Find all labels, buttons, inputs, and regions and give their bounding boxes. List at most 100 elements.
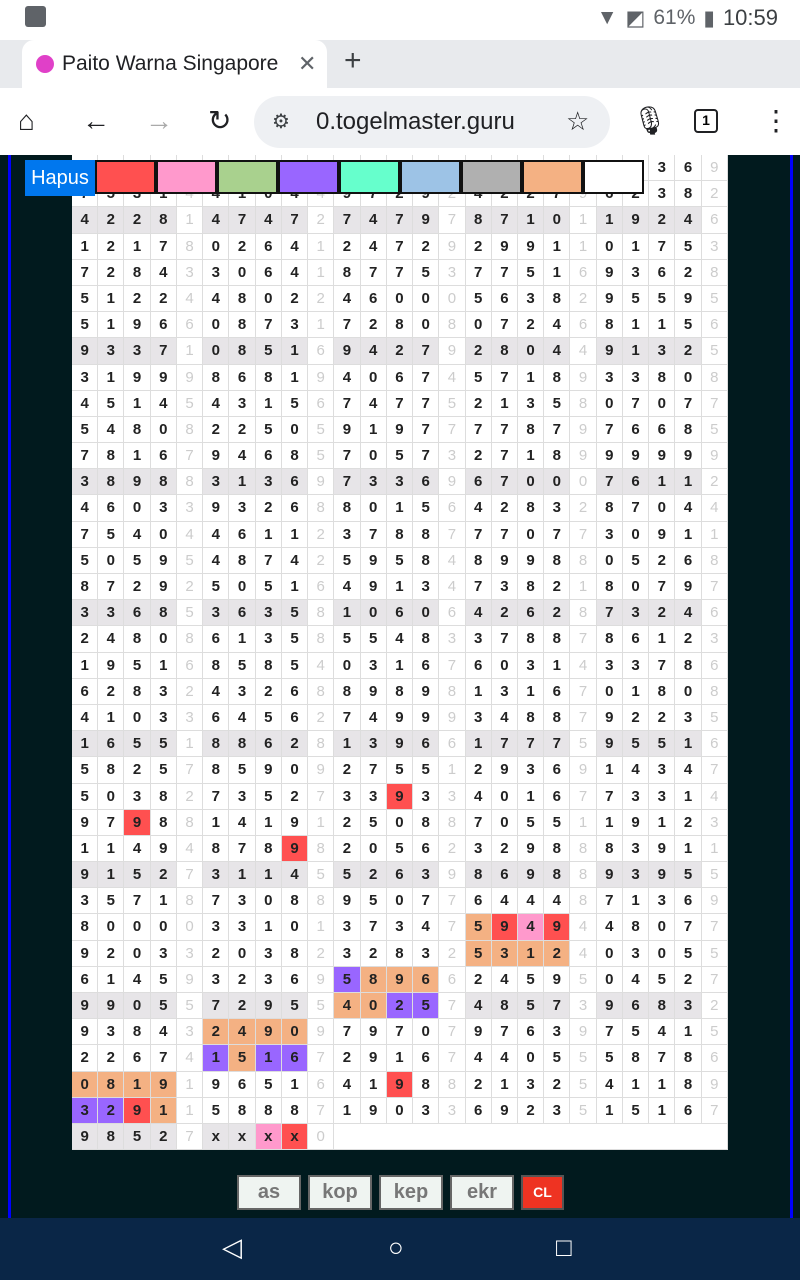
digit-cell[interactable]: 9 [334, 338, 361, 365]
digit-cell[interactable]: 8 [334, 259, 361, 286]
nav-recents-icon[interactable]: □ [556, 1232, 572, 1262]
digit-cell[interactable]: 1 [649, 1071, 676, 1098]
digit-cell[interactable]: 8 [203, 652, 230, 679]
digit-cell[interactable]: 7 [386, 259, 414, 286]
digit-cell[interactable]: 0 [386, 1097, 414, 1124]
digit-cell[interactable]: 3 [544, 495, 571, 522]
digit-cell[interactable]: 8 [124, 259, 151, 286]
digit-cell[interactable]: 0 [98, 914, 125, 941]
digit-cell[interactable]: 6 [544, 678, 571, 705]
digit-cell[interactable]: 3 [649, 757, 676, 784]
digit-cell[interactable]: 0 [124, 495, 151, 522]
digit-cell[interactable]: 9 [596, 338, 623, 365]
digit-cell[interactable]: 5 [150, 993, 177, 1020]
digit-cell[interactable]: 8 [544, 443, 571, 470]
digit-cell[interactable]: 2 [360, 940, 387, 967]
digit-cell[interactable]: 1 [649, 626, 676, 653]
digit-cell[interactable]: 8 [649, 993, 676, 1020]
digit-cell[interactable]: 8 [649, 364, 676, 391]
digit-cell[interactable]: 0 [98, 783, 125, 810]
digit-cell[interactable]: 9 [72, 1123, 99, 1151]
digit-cell[interactable]: 3 [72, 1097, 99, 1124]
digit-cell[interactable]: 5 [386, 757, 414, 784]
digit-cell[interactable]: 1 [517, 364, 545, 391]
digit-cell[interactable]: 8 [255, 364, 282, 391]
digit-cell[interactable]: 9 [124, 469, 151, 496]
digit-cell[interactable]: 7 [413, 390, 440, 417]
digit-cell[interactable]: 2 [124, 285, 151, 313]
digit-cell[interactable]: 4 [622, 757, 650, 784]
digit-cell[interactable]: 9 [334, 416, 361, 444]
digit-cell[interactable]: 1 [386, 574, 414, 601]
digit-cell[interactable]: 3 [413, 1097, 440, 1124]
digit-cell[interactable]: 7 [596, 888, 623, 915]
digit-cell[interactable]: 8 [675, 1045, 702, 1072]
digit-cell[interactable]: 8 [150, 809, 177, 836]
digit-cell[interactable]: 4 [675, 757, 702, 784]
digit-cell[interactable]: 8 [675, 181, 702, 208]
digit-cell[interactable]: 6 [517, 600, 545, 627]
digit-cell[interactable]: 9 [596, 731, 623, 758]
digit-cell[interactable]: 4 [465, 783, 492, 810]
digit-cell[interactable]: 6 [72, 678, 99, 705]
digit-cell[interactable]: 8 [544, 626, 571, 653]
digit-cell[interactable]: 1 [596, 207, 623, 234]
digit-cell[interactable]: 6 [465, 888, 492, 915]
digit-cell[interactable]: 2 [386, 993, 414, 1020]
digit-cell[interactable]: 3 [544, 1097, 571, 1124]
digit-cell[interactable]: 9 [675, 574, 702, 601]
digit-cell[interactable]: 2 [98, 1097, 125, 1124]
digit-cell[interactable]: 5 [360, 626, 387, 653]
digit-cell[interactable]: 8 [124, 416, 151, 444]
digit-cell[interactable]: 4 [334, 993, 361, 1020]
digit-cell[interactable]: 2 [334, 1045, 361, 1072]
digit-cell[interactable]: 5 [622, 547, 650, 574]
digit-cell[interactable]: 8 [281, 443, 309, 470]
digit-cell[interactable]: 7 [544, 993, 571, 1020]
digit-cell[interactable]: 1 [649, 312, 676, 339]
digit-cell[interactable]: 9 [150, 835, 177, 863]
digit-cell[interactable]: 6 [386, 364, 414, 391]
digit-cell[interactable]: 6 [124, 1045, 151, 1072]
digit-cell[interactable]: 4 [675, 207, 702, 234]
digit-cell[interactable]: 1 [229, 626, 256, 653]
digit-cell[interactable]: 3 [334, 521, 361, 548]
digit-cell[interactable]: 3 [229, 390, 256, 417]
digit-cell[interactable]: 9 [649, 443, 676, 470]
digit-cell[interactable]: 9 [386, 704, 414, 732]
digit-cell[interactable]: 2 [229, 966, 256, 993]
digit-cell[interactable]: 3 [649, 181, 676, 208]
digit-cell[interactable]: 9 [596, 285, 623, 313]
digit-cell[interactable]: 6 [413, 652, 440, 679]
digit-cell[interactable]: 8 [517, 495, 545, 522]
digit-cell[interactable]: 6 [255, 233, 282, 260]
digit-cell[interactable]: 9 [544, 914, 571, 941]
digit-cell[interactable]: 8 [413, 521, 440, 548]
digit-cell[interactable]: 4 [229, 809, 256, 836]
digit-cell[interactable]: 9 [203, 1071, 230, 1098]
digit-cell[interactable]: 7 [675, 914, 702, 941]
digit-cell[interactable]: 3 [413, 862, 440, 889]
digit-cell[interactable]: 7 [413, 364, 440, 391]
hapus-button[interactable]: Hapus [25, 160, 95, 196]
digit-cell[interactable]: 4 [360, 233, 387, 260]
digit-cell[interactable]: 0 [150, 914, 177, 941]
digit-cell[interactable]: 1 [281, 364, 309, 391]
digit-cell[interactable]: 7 [334, 704, 361, 732]
digit-cell[interactable]: 5 [255, 704, 282, 732]
digit-cell[interactable]: 5 [675, 312, 702, 339]
digit-cell[interactable]: 3 [124, 783, 151, 810]
digit-cell[interactable]: 5 [124, 862, 151, 889]
digit-cell[interactable]: 6 [413, 731, 440, 758]
digit-cell[interactable]: 2 [98, 259, 125, 286]
digit-cell[interactable]: 3 [675, 704, 702, 732]
digit-cell[interactable]: 2 [544, 600, 571, 627]
digit-cell[interactable]: 6 [622, 626, 650, 653]
digit-cell[interactable]: 9 [72, 1019, 99, 1046]
digit-cell[interactable]: 7 [150, 233, 177, 260]
digit-cell[interactable]: 5 [203, 1097, 230, 1124]
digit-cell[interactable]: 6 [649, 416, 676, 444]
digit-cell[interactable]: 9 [150, 574, 177, 601]
digit-cell[interactable]: 7 [386, 207, 414, 234]
digit-cell[interactable]: 1 [72, 233, 99, 260]
